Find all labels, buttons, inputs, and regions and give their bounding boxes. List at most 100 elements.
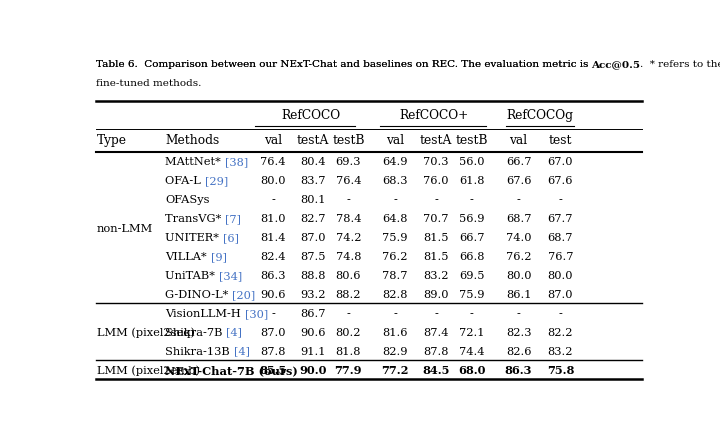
Text: testB: testB	[332, 134, 364, 147]
Text: 76.0: 76.0	[423, 176, 449, 186]
Text: 67.7: 67.7	[548, 214, 573, 224]
Text: 76.4: 76.4	[260, 157, 286, 167]
Text: 90.6: 90.6	[260, 289, 286, 299]
Text: 82.7: 82.7	[300, 214, 326, 224]
Text: 82.6: 82.6	[505, 346, 531, 356]
Text: -: -	[346, 195, 351, 205]
Text: Acc@0.5: Acc@0.5	[591, 60, 640, 69]
Text: 77.9: 77.9	[335, 364, 362, 375]
Text: 69.3: 69.3	[336, 157, 361, 167]
Text: 66.7: 66.7	[505, 157, 531, 167]
Text: 80.1: 80.1	[300, 195, 326, 205]
Text: [20]: [20]	[233, 289, 256, 299]
Text: -: -	[517, 195, 521, 205]
Text: [34]: [34]	[219, 270, 242, 280]
Text: Type: Type	[96, 134, 127, 147]
Text: Methods: Methods	[166, 134, 220, 147]
Text: 88.8: 88.8	[300, 270, 326, 280]
Text: 82.4: 82.4	[260, 252, 286, 261]
Text: 66.8: 66.8	[459, 252, 485, 261]
Text: -: -	[393, 308, 397, 318]
Text: Table 6.  Comparison between our NExT-Chat and baselines on REC. The evaluation : Table 6. Comparison between our NExT-Cha…	[96, 60, 591, 69]
Text: 81.0: 81.0	[260, 214, 286, 224]
Text: 76.2: 76.2	[382, 252, 408, 261]
Text: Shikra-13B: Shikra-13B	[166, 346, 234, 356]
Text: OFASys: OFASys	[166, 195, 210, 205]
Text: 74.4: 74.4	[459, 346, 485, 356]
Text: RefCOCO+: RefCOCO+	[399, 109, 468, 122]
Text: 78.4: 78.4	[336, 214, 361, 224]
Text: testA: testA	[420, 134, 452, 147]
Text: 93.2: 93.2	[300, 289, 326, 299]
Text: 81.5: 81.5	[423, 233, 449, 243]
Text: -: -	[434, 308, 438, 318]
Text: 90.0: 90.0	[300, 364, 327, 375]
Text: 80.4: 80.4	[300, 157, 326, 167]
Text: 74.0: 74.0	[505, 233, 531, 243]
Text: val: val	[510, 134, 528, 147]
Text: Shikra-7B: Shikra-7B	[166, 327, 227, 337]
Text: 80.0: 80.0	[505, 270, 531, 280]
Text: -: -	[517, 308, 521, 318]
Text: 83.2: 83.2	[423, 270, 449, 280]
Text: test: test	[549, 134, 572, 147]
Text: 75.9: 75.9	[382, 233, 408, 243]
Text: val: val	[386, 134, 405, 147]
Text: 68.7: 68.7	[505, 214, 531, 224]
Text: 77.2: 77.2	[382, 364, 409, 375]
Text: 67.6: 67.6	[505, 176, 531, 186]
Text: 56.9: 56.9	[459, 214, 485, 224]
Text: -: -	[271, 308, 275, 318]
Text: [4]: [4]	[234, 346, 250, 356]
Text: 86.3: 86.3	[260, 270, 286, 280]
Text: LMM (pixel2emb): LMM (pixel2emb)	[96, 364, 199, 375]
Text: 83.7: 83.7	[300, 176, 326, 186]
Text: G-DINO-L*: G-DINO-L*	[166, 289, 233, 299]
Text: MAttNet*: MAttNet*	[166, 157, 225, 167]
Text: 67.0: 67.0	[548, 157, 573, 167]
Text: 68.7: 68.7	[548, 233, 573, 243]
Text: 87.8: 87.8	[260, 346, 286, 356]
Text: 80.2: 80.2	[336, 327, 361, 337]
Text: non-LMM: non-LMM	[96, 223, 153, 233]
Text: 66.7: 66.7	[459, 233, 485, 243]
Text: 74.8: 74.8	[336, 252, 361, 261]
Text: -: -	[271, 195, 275, 205]
Text: 70.7: 70.7	[423, 214, 449, 224]
Text: 89.0: 89.0	[423, 289, 449, 299]
Text: 76.4: 76.4	[336, 176, 361, 186]
Text: 78.7: 78.7	[382, 270, 408, 280]
Text: UniTAB*: UniTAB*	[166, 270, 219, 280]
Text: 80.0: 80.0	[548, 270, 573, 280]
Text: 88.2: 88.2	[336, 289, 361, 299]
Text: -: -	[393, 195, 397, 205]
Text: OFA-L: OFA-L	[166, 176, 204, 186]
Text: 87.4: 87.4	[423, 327, 449, 337]
Text: VILLA*: VILLA*	[166, 252, 210, 261]
Text: -: -	[346, 308, 351, 318]
Text: [38]: [38]	[225, 157, 248, 167]
Text: 80.0: 80.0	[260, 176, 286, 186]
Text: 87.0: 87.0	[260, 327, 286, 337]
Text: 68.3: 68.3	[382, 176, 408, 186]
Text: [29]: [29]	[204, 176, 228, 186]
Text: -: -	[469, 308, 474, 318]
Text: [6]: [6]	[222, 233, 239, 243]
Text: VisionLLM-H: VisionLLM-H	[166, 308, 245, 318]
Text: 74.2: 74.2	[336, 233, 361, 243]
Text: 56.0: 56.0	[459, 157, 485, 167]
Text: 67.6: 67.6	[548, 176, 573, 186]
Text: -: -	[559, 308, 562, 318]
Text: 82.3: 82.3	[505, 327, 531, 337]
Text: testB: testB	[456, 134, 488, 147]
Text: 82.8: 82.8	[382, 289, 408, 299]
Text: [7]: [7]	[225, 214, 241, 224]
Text: 87.8: 87.8	[423, 346, 449, 356]
Text: 87.0: 87.0	[548, 289, 573, 299]
Text: TransVG*: TransVG*	[166, 214, 225, 224]
Text: 76.7: 76.7	[548, 252, 573, 261]
Text: 64.9: 64.9	[382, 157, 408, 167]
Text: 86.7: 86.7	[300, 308, 326, 318]
Text: 64.8: 64.8	[382, 214, 408, 224]
Text: 82.2: 82.2	[548, 327, 573, 337]
